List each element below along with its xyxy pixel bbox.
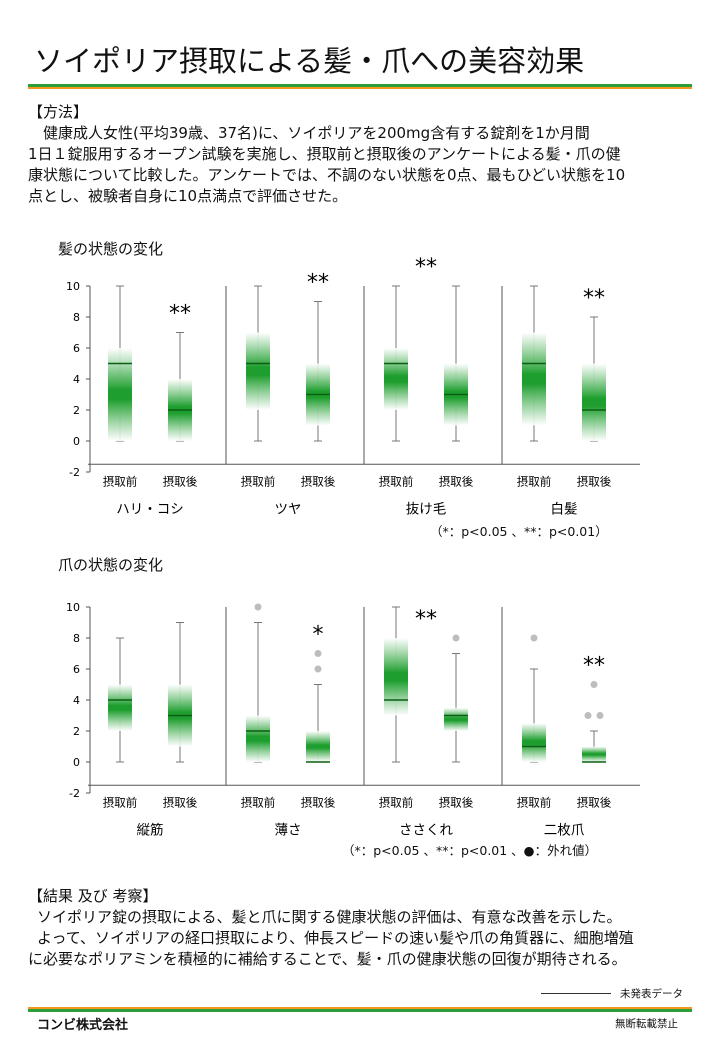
outlier-point — [530, 634, 538, 642]
panel-name: 白髪 — [551, 501, 578, 517]
outlier-point — [596, 712, 604, 719]
nail-chart-heading: 爪の状態の変化 — [58, 556, 164, 574]
box — [582, 363, 606, 441]
x-category-label: 摂取前 — [103, 795, 138, 809]
outlier-point — [452, 634, 460, 642]
y-tick-label: 2 — [73, 725, 80, 738]
x-category-label: 摂取後 — [163, 474, 198, 488]
box — [522, 723, 546, 762]
result-line: よって、ソイポリアの経口摂取により、伸長スピードの速い髪や爪の角質器に、細胞増殖 — [37, 929, 634, 947]
hair-chart-heading: 髪の状態の変化 — [58, 240, 164, 258]
method-line: 点とし、被験者自身に10点満点で評価させた。 — [28, 187, 348, 205]
box — [246, 715, 270, 762]
x-category-label: 摂取前 — [517, 795, 552, 809]
x-category-label: 摂取後 — [163, 795, 198, 809]
outlier-point — [314, 665, 322, 673]
x-category-label: 摂取後 — [439, 474, 474, 488]
unpublished-label: 未発表データ — [620, 988, 683, 1000]
x-category-label: 摂取後 — [301, 474, 336, 488]
y-tick-label: 6 — [73, 663, 80, 676]
x-category-label: 摂取前 — [241, 474, 276, 488]
nail-significance-note: （*：p<0.05 、**：p<0.01 、●：外れ値） — [342, 843, 598, 858]
y-tick-label: 8 — [73, 632, 80, 645]
x-category-label: 摂取後 — [439, 795, 474, 809]
company-logo: コンビ株式会社 — [37, 1018, 129, 1033]
box — [108, 684, 132, 731]
significance-mark: ** — [307, 271, 329, 296]
panel-name: 縦筋 — [137, 821, 164, 838]
result-heading: 【結果 及び 考察】 — [28, 887, 158, 905]
box — [246, 332, 270, 410]
box — [306, 731, 330, 762]
box — [582, 746, 606, 762]
y-tick-label: 6 — [73, 342, 80, 355]
panel-name: ささくれ — [399, 822, 453, 838]
hair-significance-note: （*：p<0.05 、**：p<0.01） — [430, 524, 608, 539]
y-tick-label: 4 — [73, 694, 80, 707]
box — [108, 348, 132, 441]
y-tick-label: 0 — [73, 756, 80, 769]
x-category-label: 摂取後 — [301, 795, 336, 809]
x-category-label: 摂取前 — [379, 474, 414, 488]
y-tick-label: 8 — [73, 311, 80, 324]
x-category-label: 摂取前 — [103, 474, 138, 488]
panel-name: ハリ・コシ — [116, 501, 184, 517]
title-rule — [28, 84, 692, 89]
y-tick-label: 10 — [66, 280, 80, 293]
box — [522, 332, 546, 426]
outlier-point — [314, 650, 322, 657]
panel-name: ツヤ — [275, 501, 302, 517]
method-heading: 【方法】 — [28, 103, 89, 121]
method-section: 【方法】 健康成人女性(平均39歳、37名)に、ソイポリアを200mg含有する錠… — [28, 102, 692, 207]
method-line: 健康成人女性(平均39歳、37名)に、ソイポリアを200mg含有する錠剤を1か月… — [43, 124, 590, 142]
significance-mark: ** — [583, 286, 605, 311]
panel-name: 二枚爪 — [544, 822, 585, 838]
outlier-point — [590, 681, 598, 688]
y-tick-label: 2 — [73, 404, 80, 417]
x-category-label: 摂取後 — [577, 474, 612, 488]
result-line: ソイポリア錠の摂取による、髪と爪に関する健康状態の評価は、有意な改善を示した。 — [37, 908, 622, 926]
x-category-label: 摂取後 — [577, 795, 612, 809]
significance-mark: ** — [583, 654, 605, 679]
x-category-label: 摂取前 — [517, 474, 552, 488]
panel-name: 抜け毛 — [406, 501, 447, 517]
box — [384, 638, 408, 716]
significance-mark: ** — [415, 607, 437, 632]
significance-mark: ** — [415, 255, 437, 280]
y-tick-label: -2 — [69, 466, 80, 479]
y-tick-label: 10 — [66, 601, 80, 614]
panel-name: 薄さ — [275, 822, 302, 838]
footer-rule — [28, 1007, 692, 1012]
significance-mark: * — [313, 623, 324, 648]
method-line: 1日１錠服用するオープン試験を実施し、摂取前と摂取後のアンケートによる髪・爪の健 — [28, 145, 621, 163]
unpublished-rule — [541, 993, 611, 994]
y-tick-label: 4 — [73, 373, 80, 386]
x-category-label: 摂取前 — [379, 795, 414, 809]
copyright-label: 無断転載禁止 — [615, 1018, 678, 1030]
significance-mark: ** — [169, 302, 191, 327]
result-line: に必要なポリアミンを積極的に補給することで、髪・爪の健康状態の回復が期待される。 — [28, 950, 627, 968]
outlier-point — [254, 603, 262, 611]
result-section: 【結果 及び 考察】 ソイポリア錠の摂取による、髪と爪に関する健康状態の評価は、… — [28, 886, 692, 970]
y-tick-label: -2 — [69, 787, 80, 800]
method-line: 康状態について比較した。アンケートでは、不調のない状態を0点、最もひどい状態を1… — [28, 166, 626, 184]
page-title: ソイポリア摂取による髪・爪への美容効果 — [34, 44, 585, 78]
y-tick-label: 0 — [73, 435, 80, 448]
x-category-label: 摂取前 — [241, 795, 276, 809]
box — [444, 707, 468, 731]
box — [384, 348, 408, 410]
outlier-point — [584, 712, 592, 719]
